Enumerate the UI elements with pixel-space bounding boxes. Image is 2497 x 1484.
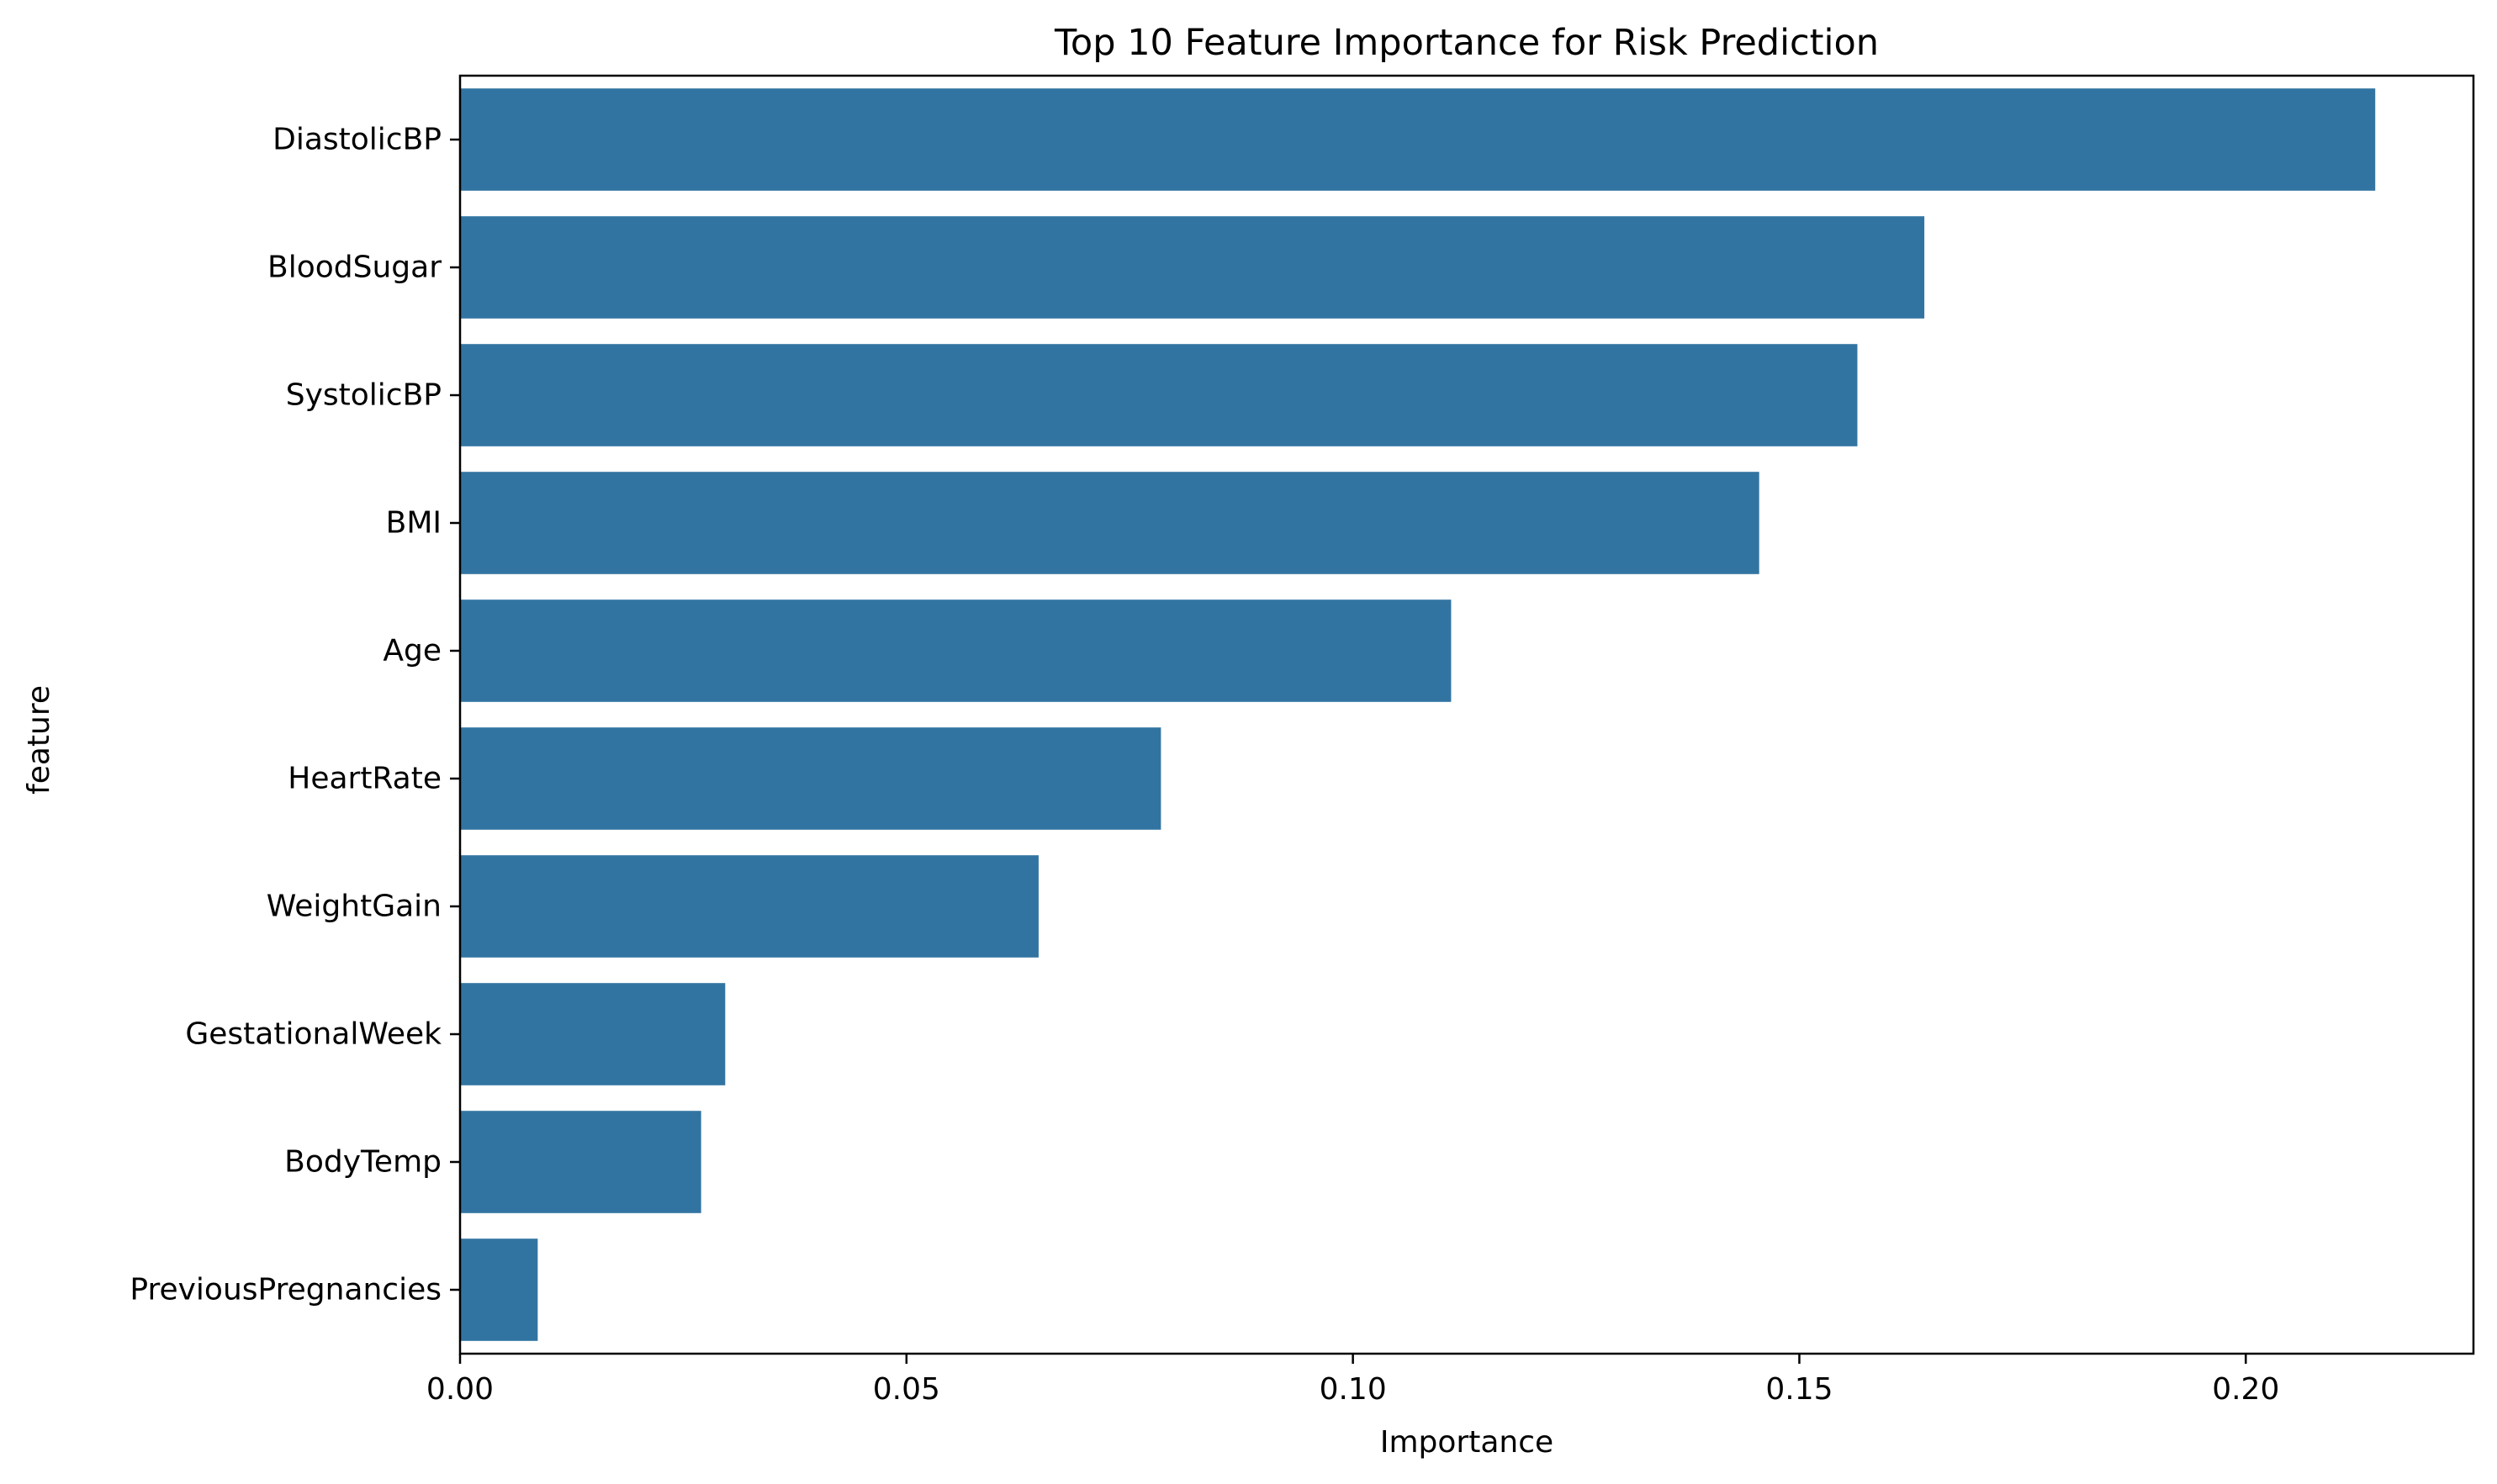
bar-diastolicbp [460,88,2376,191]
bar-systolicbp [460,344,1858,446]
bar-age [460,599,1452,702]
x-axis-ticks: 0.00 0.05 0.10 0.15 0.20 [426,1354,2279,1407]
x-tick-label-4: 0.20 [2212,1372,2279,1407]
bar-bloodsugar [460,216,1925,319]
y-axis-ticks: DiastolicBP BloodSugar SystolicBP BMI Age Hea… [130,123,460,1307]
plot-frame [458,74,2475,1355]
y-tick-label-heartrate: HeartRate [288,762,442,796]
y-tick-label-bloodsugar: BloodSugar [267,251,442,285]
y-tick-label-gestationalweek: GestationalWeek [185,1017,442,1052]
x-axis-title: Importance [1380,1425,1553,1460]
chart-title: Top 10 Feature Importance for Risk Predi… [1054,22,1879,64]
y-tick-label-bodytemp: BodyTemp [284,1145,442,1180]
x-tick-label-1: 0.05 [873,1372,940,1407]
bar-weightgain [460,855,1039,958]
bar-bodytemp [460,1111,701,1213]
x-tick-label-2: 0.10 [1320,1372,1387,1407]
y-tick-label-age: Age [383,634,442,668]
bar-gestationalweek [460,983,726,1085]
y-tick-label-previouspregnancies: PreviousPregnancies [130,1273,442,1307]
y-tick-label-bmi: BMI [386,506,442,541]
y-tick-label-diastolicbp: DiastolicBP [272,123,442,157]
y-tick-label-weightgain: WeightGain [267,890,442,924]
bars-group [460,88,2376,1341]
bar-bmi [460,472,1759,574]
x-tick-label-0: 0.00 [426,1372,494,1407]
x-tick-label-3: 0.15 [1765,1372,1833,1407]
y-tick-label-systolicbp: SystolicBP [286,378,442,413]
bar-previouspregnancies [460,1238,538,1341]
bar-heartrate [460,727,1161,830]
y-axis-title: feature [22,685,56,795]
